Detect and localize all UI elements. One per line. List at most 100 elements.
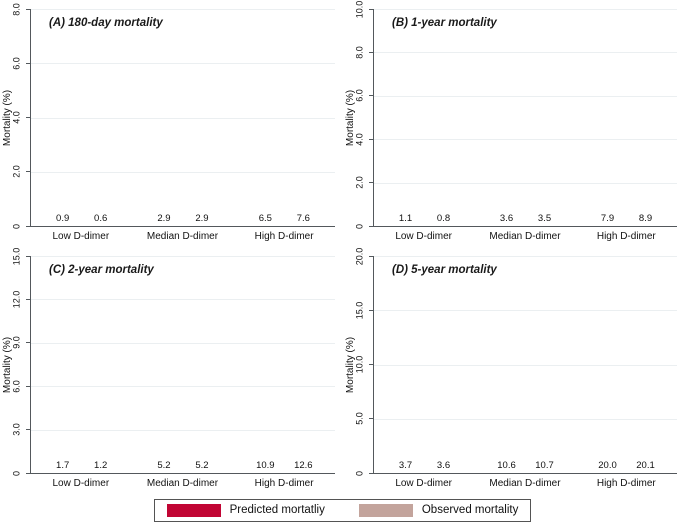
y-tick-mark (369, 138, 373, 140)
gridline (374, 310, 677, 312)
y-tick-label: 4.0 (354, 132, 365, 146)
y-tick-mark (369, 51, 373, 53)
y-tick-mark (26, 225, 30, 227)
predicted-color-swatch (166, 503, 221, 517)
y-tick-label: 8.0 (354, 46, 365, 59)
bar-value-label: 5.2 (157, 460, 171, 471)
bar-value-label: 2.9 (195, 213, 209, 224)
x-axis-labels: Low D-dimer Median D-dimer High D-dimer (373, 230, 677, 244)
bar-value-label: 1.2 (94, 460, 108, 471)
y-tick-label: 6.0 (11, 379, 22, 393)
bar-groups: 0.9 0.6 2.9 2.9 6.5 7.6 (31, 9, 335, 226)
gridline (31, 63, 335, 65)
bar-value-label: 2.9 (157, 213, 171, 224)
panel-title: (D) 5-year mortality (392, 264, 497, 276)
y-tick-mark (26, 8, 30, 10)
y-tick-mark (369, 95, 373, 97)
gridline (374, 139, 677, 141)
panel-title: (B) 1-year mortality (392, 17, 497, 29)
bar-groups: 1.7 1.2 5.2 5.2 10.9 12.6 (31, 256, 335, 473)
bar-value-label: 20.0 (598, 460, 617, 471)
bar-value-label: 10.6 (497, 460, 516, 471)
y-tick-label: 9.0 (11, 336, 22, 350)
gridline (374, 364, 677, 366)
bar-value-label: 0.8 (436, 213, 451, 224)
panel-d-5-year-mortality: Mortality (%) 0 5.0 10.0 15.0 20.0 3.7 3.6 10.6 1… (343, 247, 685, 494)
bar-value-label: 10.9 (256, 460, 275, 471)
bar-value-label: 1.7 (56, 460, 70, 471)
y-tick-mark (369, 418, 373, 420)
y-tick-label: 15.0 (354, 301, 365, 320)
y-tick-mark (369, 225, 373, 227)
y-tick-mark (26, 62, 30, 64)
bar-value-label: 20.1 (636, 460, 655, 471)
y-tick-label: 2.0 (11, 165, 22, 179)
y-tick-label: 4.0 (11, 111, 22, 124)
y-tick-label: 0 (11, 470, 22, 476)
gridline (374, 9, 677, 10)
gridline (374, 418, 677, 420)
bar-value-label: 1.1 (398, 213, 413, 224)
bar-groups: 1.1 0.8 3.6 3.5 7.9 8.9 (374, 9, 677, 226)
bar-value-label: 3.5 (537, 213, 552, 224)
panel-b-1-year-mortality: Mortality (%) 0 2.0 4.0 6.0 8.0 10.0 1.1 0.8 3.6 3… (343, 0, 685, 247)
plot-area: 0 2.0 4.0 6.0 8.0 10.0 1.1 0.8 3.6 3.5 7.9 8.9 (B) 1… (355, 0, 677, 229)
bar-groups: 3.7 3.6 10.6 10.7 20.0 20.1 (374, 256, 677, 473)
legend: Predicted mortatliy Observed mortality (153, 498, 532, 522)
x-category-label: Median D-dimer (489, 231, 561, 242)
x-category-label: Median D-dimer (489, 478, 561, 489)
gridline (31, 171, 335, 173)
y-tick-mark (26, 298, 30, 300)
x-category-label: Low D-dimer (52, 478, 110, 489)
y-tick-label: 6.0 (354, 89, 365, 103)
legend-label-observed: Observed mortality (421, 504, 519, 516)
y-tick-mark (26, 255, 30, 257)
y-tick-mark (26, 472, 30, 474)
y-tick-label: 6.0 (11, 57, 22, 70)
panel-title: (A) 180-day mortality (49, 17, 163, 29)
x-axis-labels: Low D-dimer Median D-dimer High D-dimer (373, 477, 677, 491)
bar-value-label: 0.6 (94, 213, 108, 224)
legend-row: Predicted mortatliy Observed mortality (0, 494, 685, 526)
gridline (31, 117, 335, 119)
x-category-label: Median D-dimer (146, 478, 219, 489)
x-category-label: High D-dimer (254, 231, 314, 242)
x-category-label: High D-dimer (254, 478, 314, 489)
bar-value-label: 10.7 (535, 460, 554, 471)
y-tick-mark (26, 385, 30, 387)
bar-value-label: 0.9 (56, 213, 70, 224)
x-axis-labels: Low D-dimer Median D-dimer High D-dimer (30, 477, 335, 491)
legend-label-predicted: Predicted mortatliy (229, 504, 325, 516)
y-tick-label: 0 (354, 470, 365, 476)
y-tick-mark (26, 117, 30, 118)
gridline (31, 256, 335, 257)
x-category-label: High D-dimer (596, 231, 656, 242)
y-tick-label: 10.0 (354, 0, 365, 18)
y-tick-mark (26, 342, 30, 344)
y-tick-mark (369, 472, 373, 474)
y-tick-label: 12.0 (11, 290, 22, 309)
bar-value-label: 8.9 (638, 213, 653, 224)
bar-value-label: 3.6 (499, 213, 514, 224)
y-tick-mark (369, 255, 373, 257)
y-tick-mark (369, 8, 373, 10)
bar-value-label: 6.5 (258, 213, 272, 224)
gridline (374, 52, 677, 54)
bar-value-label: 3.7 (398, 460, 413, 471)
plot-area: 0 5.0 10.0 15.0 20.0 3.7 3.6 10.6 10.7 20.0 20.1 (D… (355, 247, 677, 476)
bar-value-label: 5.2 (195, 460, 209, 471)
gridline (374, 182, 677, 184)
panel-grid: Mortality (%) 0 2.0 4.0 6.0 8.0 0.9 0.6 2.9 2.9 6.… (0, 0, 685, 494)
y-tick-label: 5.0 (354, 412, 365, 426)
x-category-label: High D-dimer (596, 478, 656, 489)
y-tick-label: 3.0 (11, 423, 22, 436)
x-axis-labels: Low D-dimer Median D-dimer High D-dimer (30, 230, 335, 244)
y-tick-mark (369, 182, 373, 184)
gridline (374, 256, 677, 257)
panel-title: (C) 2-year mortality (49, 264, 154, 276)
panel-c-2-year-mortality: Mortality (%) 0 3.0 6.0 9.0 12.0 15.0 1.7 1.2 5.2… (0, 247, 343, 494)
y-tick-label: 10.0 (354, 355, 365, 374)
plot-area: 0 2.0 4.0 6.0 8.0 0.9 0.6 2.9 2.9 6.5 7.6 (A) 180-d… (12, 3, 335, 229)
gridline (31, 342, 335, 344)
